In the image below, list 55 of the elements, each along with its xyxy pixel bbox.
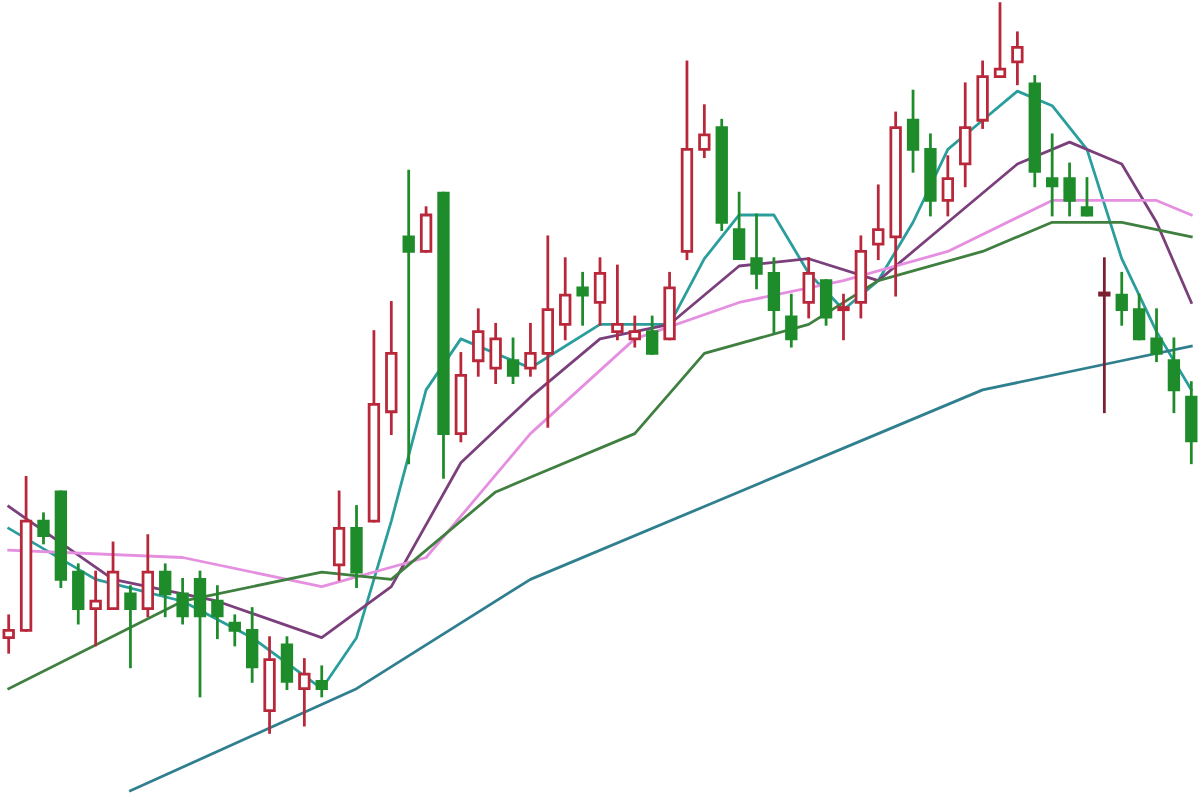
candlestick <box>1150 308 1163 363</box>
candlestick <box>1167 337 1181 414</box>
candlestick <box>837 293 850 341</box>
candlestick <box>1080 177 1094 217</box>
candlestick <box>159 563 172 618</box>
candlestick <box>1115 271 1128 326</box>
candlestick <box>506 337 520 384</box>
candlestick <box>524 322 537 377</box>
candlestick <box>228 614 241 647</box>
candlestick <box>1063 162 1076 217</box>
candlestick <box>1132 293 1146 341</box>
candlestick <box>611 264 624 341</box>
candlestick <box>246 607 259 683</box>
candlestick <box>646 315 659 355</box>
candlestick <box>402 169 415 465</box>
candlestick <box>1046 133 1059 217</box>
candlestick <box>298 658 311 727</box>
candlestick <box>819 279 833 326</box>
candlestick <box>37 512 50 545</box>
candlestick <box>1098 257 1111 414</box>
candlestick <box>698 104 711 159</box>
candlestick <box>785 293 798 348</box>
candlestick <box>559 257 572 341</box>
candlestick <box>802 257 815 319</box>
candlestick <box>993 2 1007 78</box>
candlestick <box>750 213 763 290</box>
candlestick <box>628 315 641 348</box>
candlestick <box>106 541 120 610</box>
candlestick <box>593 257 607 326</box>
candlestick <box>2 614 15 654</box>
candlestick <box>193 570 207 698</box>
candlestick <box>315 665 328 698</box>
candlestick <box>941 155 954 217</box>
candlestick <box>176 577 189 625</box>
candlestick <box>732 191 746 261</box>
candlestick <box>576 271 589 326</box>
candlestick <box>89 570 102 647</box>
candlestick <box>959 82 972 188</box>
candlestick <box>280 636 294 691</box>
candlestick <box>332 490 346 581</box>
candlestick <box>872 184 885 261</box>
candlestick <box>541 235 554 428</box>
candlestick <box>767 257 781 333</box>
candlestick <box>1011 31 1024 86</box>
candlestick <box>906 89 920 173</box>
candlestick <box>472 308 485 377</box>
candlestick <box>1185 381 1198 465</box>
candlestick <box>72 563 85 625</box>
candlestick <box>124 585 137 669</box>
candlestick <box>489 322 502 384</box>
candlestick <box>141 534 154 618</box>
candlestick <box>211 585 224 640</box>
candlestick <box>976 60 989 129</box>
candlestick <box>350 505 363 589</box>
candlestick <box>419 206 433 253</box>
